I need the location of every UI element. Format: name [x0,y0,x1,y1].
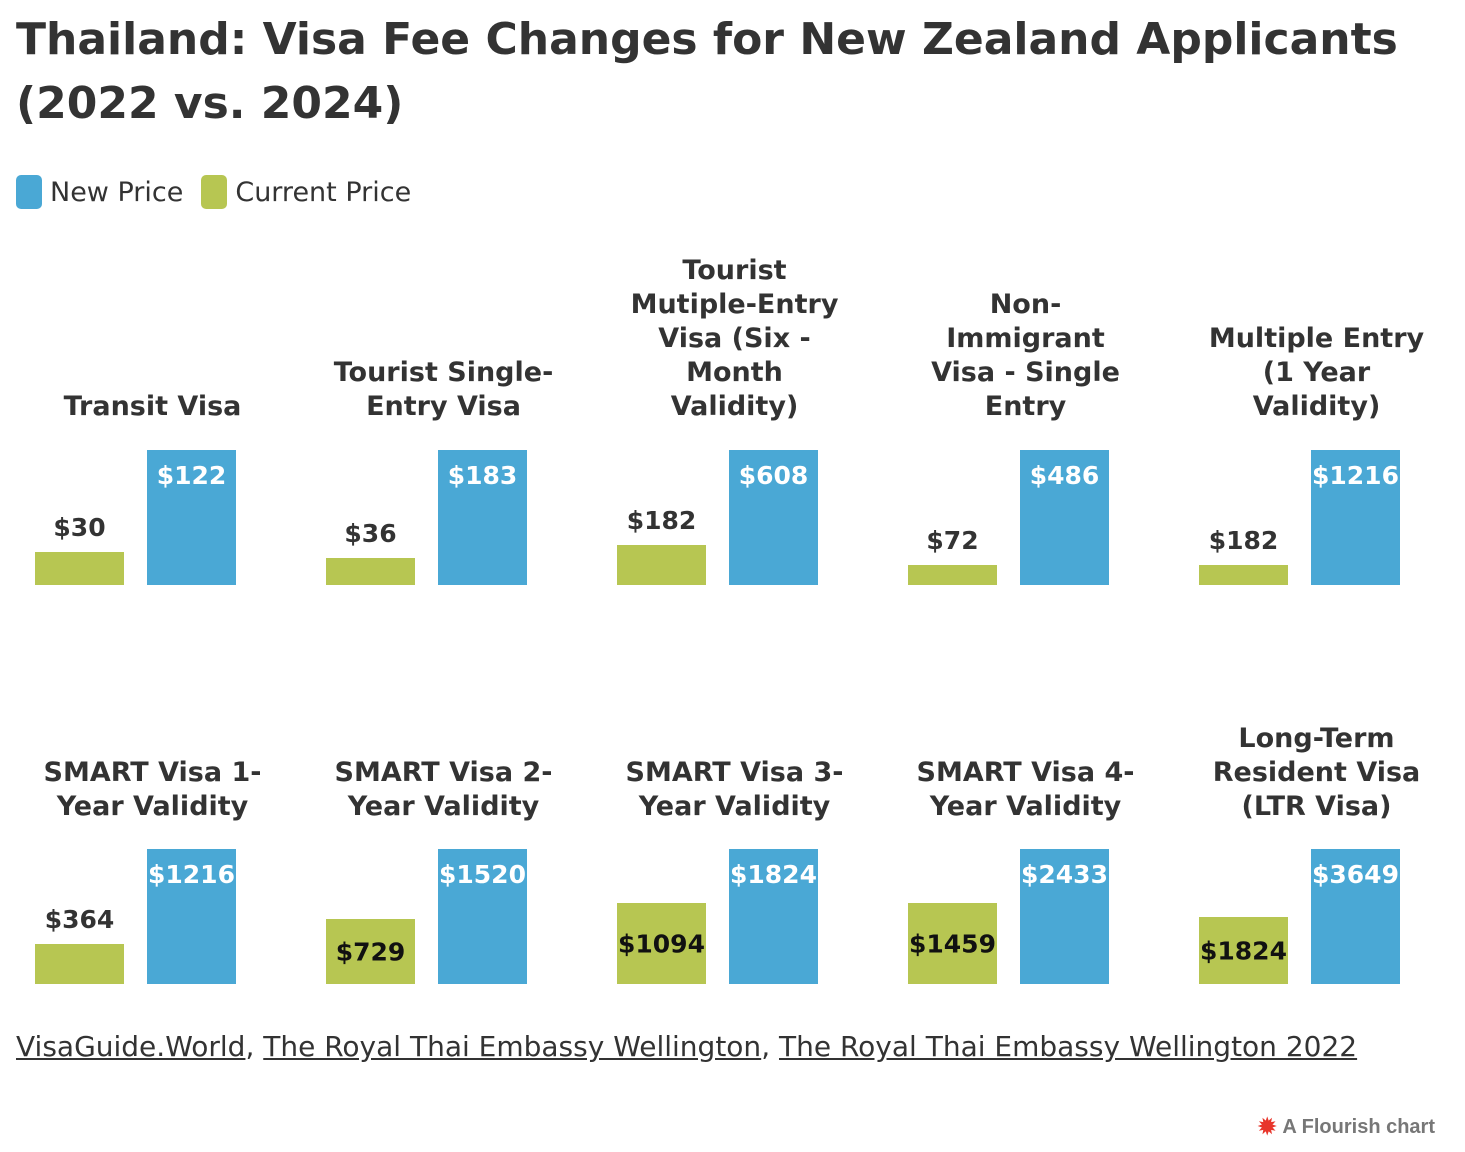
bar-current-price-multiple-entry-1-year-validity[interactable] [1199,565,1288,585]
bar-current-price-tourist-mutiple-entry-visa-six-month-validity[interactable] [617,545,706,585]
legend-label-current-price: Current Price [235,176,412,208]
panel-title-transit-visa: Transit Visa [17,244,288,424]
flourish-logo-icon: ✹ [1257,1114,1277,1139]
credit-label: A Flourish chart [1282,1115,1435,1138]
bar-label-current-price-transit-visa: $30 [53,513,105,542]
bar-new-price-non-immigrant-visa-single-entry[interactable] [1020,450,1109,585]
chart-title: Thailand: Visa Fee Changes for New Zeala… [16,14,1398,129]
bar-label-current-price-smart-visa-2-year-validity: $729 [336,938,406,967]
bar-new-price-multiple-entry-1-year-validity[interactable] [1311,450,1400,585]
bar-label-current-price-multiple-entry-1-year-validity: $182 [1209,526,1279,555]
panel-title-text: Transit Visa [63,391,242,422]
bar-new-price-tourist-mutiple-entry-visa-six-month-validity[interactable] [729,450,818,585]
bar-label-new-price-multiple-entry-1-year-validity: $1216 [1312,461,1399,490]
bar-new-price-long-term-resident-visa-ltr-visa[interactable] [1311,849,1400,984]
bar-label-new-price-transit-visa: $122 [157,461,227,490]
panel-title-text: Tourist Single-Entry Visa [333,357,554,422]
bar-label-current-price-smart-visa-1-year-validity: $364 [45,905,115,934]
legend-item-current-price[interactable]: Current Price [201,175,411,209]
bar-label-current-price-non-immigrant-visa-single-entry: $72 [926,526,978,555]
bar-new-price-tourist-single-entry-visa[interactable] [438,450,527,585]
legend-label-new-price: New Price [50,176,184,208]
bar-label-new-price-smart-visa-1-year-validity: $1216 [148,860,235,889]
bar-new-price-smart-visa-4-year-validity[interactable] [1020,849,1109,984]
bar-label-new-price-smart-visa-2-year-validity: $1520 [439,860,526,889]
legend-swatch-new-price [16,175,42,209]
bar-new-price-smart-visa-2-year-validity[interactable] [438,849,527,984]
panel-title-text: Non-Immigrant Visa - Single Entry [931,289,1120,422]
panel-title-text: SMART Visa 3-Year Validity [625,757,844,822]
bar-new-price-smart-visa-1-year-validity[interactable] [147,849,236,984]
panel-title-text: SMART Visa 1-Year Validity [43,757,262,822]
bar-current-price-smart-visa-2-year-validity[interactable] [326,919,415,984]
bar-label-current-price-smart-visa-3-year-validity: $1094 [618,930,705,959]
panel-title-multiple-entry-1-year-validity: Multiple Entry (1 Year Validity) [1181,244,1452,424]
bar-current-price-non-immigrant-visa-single-entry[interactable] [908,565,997,585]
bar-label-new-price-non-immigrant-visa-single-entry: $486 [1030,461,1100,490]
bar-label-new-price-tourist-single-entry-visa: $183 [448,461,518,490]
panel-title-text: Long-Term Resident Visa (LTR Visa) [1212,723,1421,822]
bar-label-new-price-long-term-resident-visa-ltr-visa: $3649 [1312,860,1399,889]
bar-current-price-long-term-resident-visa-ltr-visa[interactable] [1199,917,1288,984]
bar-label-new-price-smart-visa-4-year-validity: $2433 [1021,860,1108,889]
panel-title-text: SMART Visa 2-Year Validity [334,757,553,822]
panel-title-tourist-single-entry-visa: Tourist Single-Entry Visa [308,244,579,424]
bar-new-price-transit-visa[interactable] [147,450,236,585]
panel-title-smart-visa-2-year-validity: SMART Visa 2-Year Validity [308,644,579,824]
panel-title-long-term-resident-visa-ltr-visa: Long-Term Resident Visa (LTR Visa) [1181,644,1452,824]
legend-swatch-current-price [201,175,228,209]
bar-label-new-price-tourist-mutiple-entry-visa-six-month-validity: $608 [739,461,809,490]
panel-title-smart-visa-1-year-validity: SMART Visa 1-Year Validity [17,644,288,824]
bar-current-price-smart-visa-1-year-validity[interactable] [35,944,124,984]
panel-title-non-immigrant-visa-single-entry: Non-Immigrant Visa - Single Entry [890,244,1161,424]
source-link-embassy[interactable]: The Royal Thai Embassy Wellington [263,1030,762,1063]
bar-current-price-smart-visa-3-year-validity[interactable] [617,903,706,984]
bar-label-current-price-smart-visa-4-year-validity: $1459 [909,930,996,959]
bar-current-price-tourist-single-entry-visa[interactable] [326,558,415,585]
bar-label-current-price-long-term-resident-visa-ltr-visa: $1824 [1200,937,1287,966]
legend: New Price Current Price [16,172,429,212]
panel-title-text: Multiple Entry (1 Year Validity) [1208,323,1425,422]
panel-title-tourist-mutiple-entry-visa-six-month-validity: Tourist Mutiple-Entry Visa (Six -Month V… [599,244,870,424]
panel-title-text: Tourist Mutiple-Entry Visa (Six -Month V… [630,255,839,422]
bar-current-price-smart-visa-4-year-validity[interactable] [908,903,997,984]
flourish-credit[interactable]: ✹ A Flourish chart [1258,1114,1435,1140]
bar-label-current-price-tourist-mutiple-entry-visa-six-month-validity: $182 [627,506,697,535]
source-link-embassy-2022[interactable]: The Royal Thai Embassy Wellington 2022 [779,1030,1358,1063]
bar-new-price-smart-visa-3-year-validity[interactable] [729,849,818,984]
bar-label-new-price-smart-visa-3-year-validity: $1824 [730,860,817,889]
bar-label-current-price-tourist-single-entry-visa: $36 [344,519,396,548]
legend-item-new-price[interactable]: New Price [16,175,183,209]
bar-current-price-transit-visa[interactable] [35,552,124,585]
sources: VisaGuide.World, The Royal Thai Embassy … [16,1030,1358,1063]
source-link-visaguide[interactable]: VisaGuide.World [16,1030,246,1063]
panel-title-smart-visa-4-year-validity: SMART Visa 4-Year Validity [890,644,1161,824]
panel-title-text: SMART Visa 4-Year Validity [916,757,1135,822]
panel-title-smart-visa-3-year-validity: SMART Visa 3-Year Validity [599,644,870,824]
